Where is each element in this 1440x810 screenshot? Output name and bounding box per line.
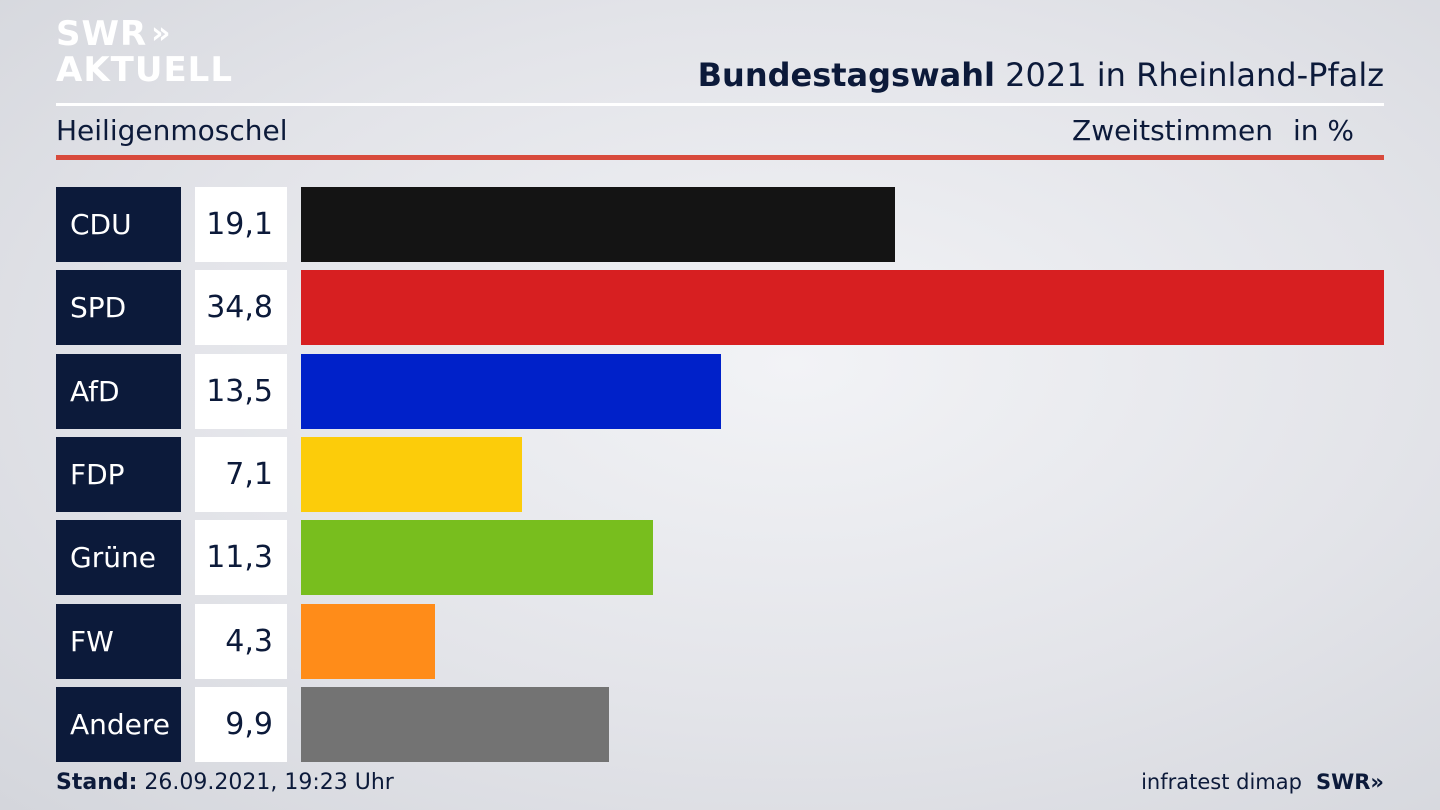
measure-name: Zweitstimmen	[1072, 114, 1273, 147]
bar-andere	[301, 686, 610, 762]
bar-row: AfD 13,5	[56, 353, 1384, 429]
swr-aktuell-logo: SWR» AKTUELL	[56, 16, 233, 88]
bar-afd	[301, 353, 722, 429]
header-divider	[56, 103, 1384, 106]
logo-swr: SWR	[56, 14, 148, 54]
bar-row: Andere 9,9	[56, 686, 1384, 762]
bar-fdp	[301, 436, 522, 512]
timestamp: Stand: 26.09.2021, 19:23 Uhr	[56, 770, 394, 795]
value-label: 34,8	[195, 270, 287, 346]
unit-label: in %	[1292, 114, 1354, 147]
value-label: 4,3	[195, 603, 287, 679]
bar-grüne	[301, 520, 653, 596]
measure-label: Zweitstimmen in %	[1072, 114, 1354, 147]
logo-chevron-icon: »	[151, 16, 171, 51]
title-bold: Bundestagswahl	[697, 56, 995, 94]
source-credit: infratest dimap SWR»	[1141, 770, 1384, 794]
bar-spd	[301, 270, 1384, 346]
bar-row: Grüne 11,3	[56, 520, 1384, 596]
party-label: Andere	[56, 686, 181, 762]
bar-fw	[301, 603, 435, 679]
stand-label: Stand:	[56, 770, 138, 795]
bar-row: SPD 34,8	[56, 270, 1384, 346]
bar-row: CDU 19,1	[56, 187, 1384, 262]
bar-cdu	[301, 187, 896, 262]
stand-value: 26.09.2021, 19:23 Uhr	[137, 770, 394, 795]
value-label: 9,9	[195, 686, 287, 762]
party-label: AfD	[56, 353, 181, 429]
value-label: 11,3	[195, 520, 287, 596]
bar-row: FW 4,3	[56, 603, 1384, 679]
value-label: 7,1	[195, 436, 287, 512]
title-rest: 2021 in Rheinland-Pfalz	[995, 56, 1384, 94]
swr-footer-logo: SWR»	[1315, 770, 1384, 794]
value-label: 13,5	[195, 353, 287, 429]
party-label: FW	[56, 603, 181, 679]
accent-divider	[56, 155, 1384, 160]
region-label: Heiligenmoschel	[56, 114, 288, 147]
chart-title: Bundestagswahl 2021 in Rheinland-Pfalz	[698, 56, 1384, 94]
party-label: Grüne	[56, 520, 181, 596]
value-label: 19,1	[195, 187, 287, 262]
bar-row: FDP 7,1	[56, 436, 1384, 512]
party-label: SPD	[56, 270, 181, 346]
party-label: FDP	[56, 436, 181, 512]
party-label: CDU	[56, 187, 181, 262]
logo-aktuell: AKTUELL	[56, 50, 234, 90]
source-label: infratest dimap	[1141, 770, 1302, 794]
